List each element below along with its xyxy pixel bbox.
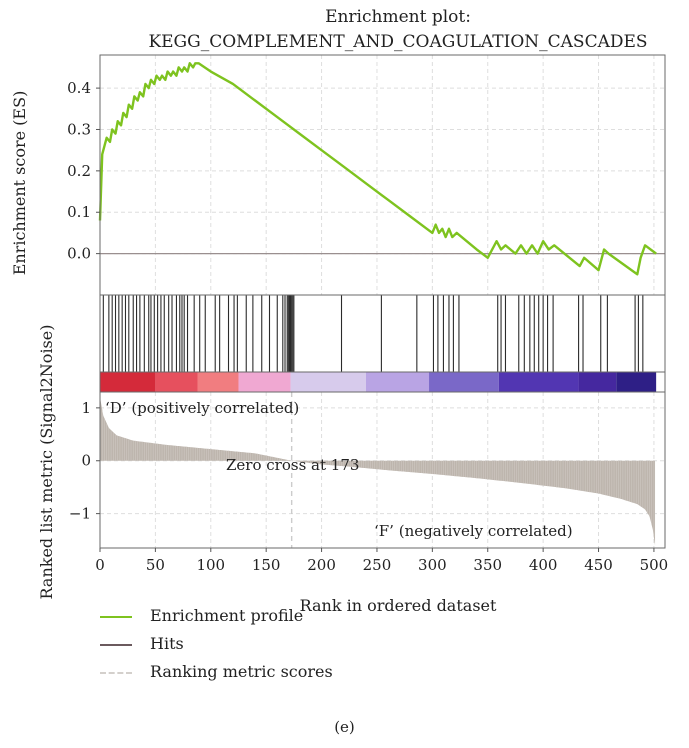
chart-title-line: Enrichment plot: (325, 7, 471, 27)
y-tick-label: 0.4 (67, 79, 91, 97)
x-tick-label: 400 (529, 556, 558, 574)
legend-label-profile: Enrichment profile (150, 606, 304, 625)
y-tick-label: 0.0 (67, 245, 91, 263)
legend-line-hits (100, 644, 132, 646)
enrichment-y-ticks: 0.0 0.1 0.2 0.3 0.4 (67, 79, 100, 263)
grid-lines (99, 55, 665, 548)
color-bar-segment (498, 372, 579, 392)
metric-y-ticks: −1 0 1 (69, 399, 100, 523)
enrichment-frame (99, 54, 666, 296)
y-tick-label: −1 (69, 505, 91, 523)
panel-frames (99, 54, 666, 549)
color-bar-segment (616, 372, 657, 392)
x-tick-label: 300 (418, 556, 447, 574)
color-bar (100, 372, 657, 392)
metric-frame (99, 391, 666, 549)
y-tick-label: 1 (81, 399, 91, 417)
hits-panel (102, 295, 644, 372)
annotation-zero-cross: Zero cross at 173 (226, 456, 359, 474)
color-bar-segment (578, 372, 617, 392)
enrichment-profile-panel (98, 62, 657, 276)
color-bar-segment (290, 372, 366, 392)
annotation-positive: ‘D’ (positively correlated) (105, 399, 299, 417)
annotation-negative: ‘F’ (negatively correlated) (374, 522, 573, 540)
figure-caption: (e) (334, 718, 355, 736)
chart-title-line: KEGG_COMPLEMENT_AND_COAGULATION_CASCADES (148, 32, 647, 52)
legend-line-profile (100, 616, 132, 618)
legend-label-hits: Hits (150, 634, 184, 653)
x-tick-label: 100 (196, 556, 225, 574)
chart-title: Enrichment plot: KEGG_COMPLEMENT_AND_COAG… (148, 7, 647, 52)
x-tick-label: 450 (584, 556, 613, 574)
x-ticks: 0 50 100 150 200 250 300 350 400 450 500 (95, 548, 668, 574)
x-axis-title: Rank in ordered dataset (300, 596, 497, 615)
y-tick-label: 0 (81, 452, 91, 470)
color-bar-segment (429, 372, 499, 392)
x-tick-label: 350 (473, 556, 502, 574)
color-bar-segment (100, 372, 156, 392)
enrichment-y-axis-title: Enrichment score (ES) (10, 91, 29, 276)
color-bar-segment (365, 372, 430, 392)
color-bar-segment (238, 372, 291, 392)
color-bar-segment (197, 372, 239, 392)
color-bar-segment (155, 372, 198, 392)
metric-area (100, 397, 656, 546)
metric-y-axis-title: Ranked list metric (Signal2Noise) (37, 325, 56, 600)
x-tick-label: 50 (146, 556, 165, 574)
y-tick-label: 0.1 (67, 203, 91, 221)
metric-panel (99, 392, 656, 548)
x-tick-label: 200 (307, 556, 336, 574)
legend-line-metric (100, 672, 132, 674)
hits-frame (99, 294, 666, 373)
x-tick-label: 500 (640, 556, 669, 574)
x-tick-label: 150 (252, 556, 281, 574)
x-tick-label: 0 (95, 556, 105, 574)
enrichment-profile-line (98, 62, 657, 276)
x-tick-label: 250 (363, 556, 392, 574)
legend-label-metric: Ranking metric scores (150, 662, 333, 681)
y-tick-label: 0.3 (67, 120, 91, 138)
y-tick-label: 0.2 (67, 162, 91, 180)
